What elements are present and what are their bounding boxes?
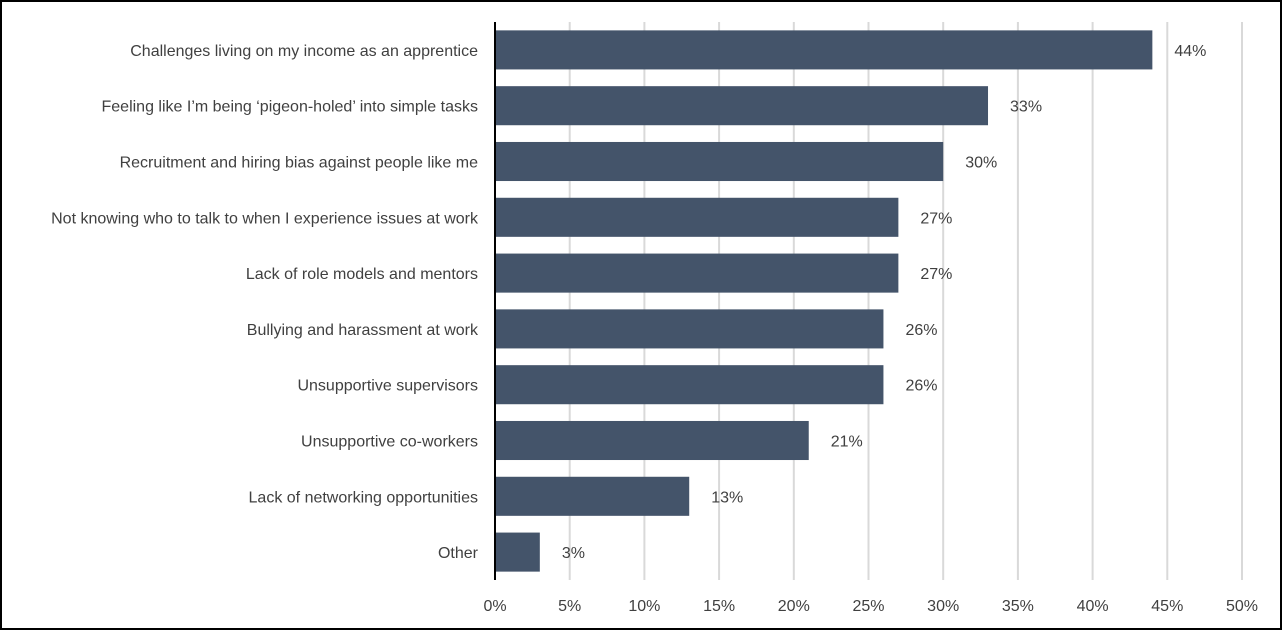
x-tick-label: 5% (558, 598, 581, 615)
x-tick-label: 40% (1077, 598, 1109, 615)
category-label: Unsupportive co-workers (301, 434, 478, 451)
bar (495, 197, 899, 237)
bar (495, 86, 989, 126)
x-tick-label: 35% (1002, 598, 1034, 615)
data-label: 33% (1010, 99, 1042, 116)
category-label: Other (438, 545, 479, 562)
x-tick-label: 15% (703, 598, 735, 615)
category-label: Bullying and harassment at work (247, 322, 479, 339)
category-label: Unsupportive supervisors (297, 378, 478, 395)
bar (495, 420, 809, 461)
x-tick-label: 25% (852, 598, 884, 615)
category-label: Recruitment and hiring bias against peop… (120, 155, 479, 172)
x-tick-label: 30% (927, 598, 959, 615)
data-label: 3% (562, 545, 585, 562)
x-tick-label: 0% (483, 598, 506, 615)
x-tick-label: 20% (778, 598, 810, 615)
bars (495, 30, 1153, 572)
x-tick-label: 45% (1151, 598, 1183, 615)
bar (495, 365, 884, 405)
x-tick-label: 50% (1226, 598, 1258, 615)
category-label: Challenges living on my income as an app… (130, 43, 478, 60)
category-label: Lack of networking opportunities (249, 489, 478, 506)
data-label: 26% (905, 378, 937, 395)
data-label: 44% (1174, 43, 1206, 60)
bar (495, 476, 690, 516)
bar (495, 253, 899, 293)
bar (495, 532, 540, 572)
category-labels: Challenges living on my income as an app… (51, 43, 479, 562)
category-label: Feeling like I’m being ‘pigeon-holed’ in… (102, 99, 479, 116)
bar (495, 30, 1153, 70)
x-tick-labels: 0% 5% 10% 15% 20% 25% 30% 35% 40% 45% 50% (483, 598, 1258, 615)
data-label: 30% (965, 155, 997, 172)
data-label: 26% (905, 322, 937, 339)
x-tick-label: 10% (628, 598, 660, 615)
category-label: Not knowing who to talk to when I experi… (51, 210, 479, 227)
data-labels: 44% 33% 30% 27% 27% 26% 26% 21% 13% 3% (562, 43, 1207, 562)
data-label: 21% (831, 434, 863, 451)
category-label: Lack of role models and mentors (246, 266, 478, 283)
data-label: 27% (920, 210, 952, 227)
bar (495, 309, 884, 349)
data-label: 13% (711, 489, 743, 506)
data-label: 27% (920, 266, 952, 283)
bar (495, 141, 944, 182)
